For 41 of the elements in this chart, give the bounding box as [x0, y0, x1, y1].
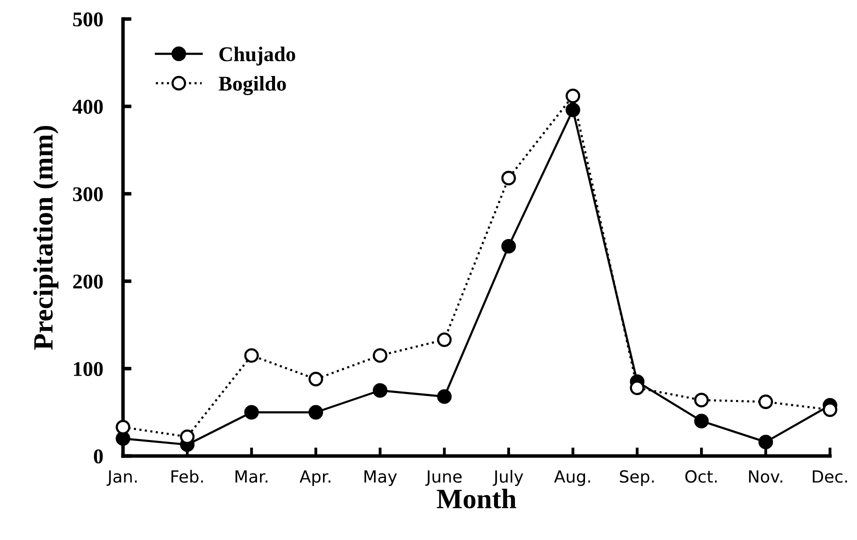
y-tick-label: 200: [73, 274, 103, 289]
x-tick-label: July: [492, 470, 524, 486]
x-tick-label: Dec.: [812, 470, 847, 483]
y-tick-label: 0: [94, 449, 103, 464]
point: [630, 380, 644, 396]
x-tick-label: Oct.: [685, 470, 717, 483]
x-tick-label: Nov.: [749, 470, 782, 483]
y-tick-label: 300: [73, 187, 103, 202]
y-tick-label: 400: [72, 100, 103, 114]
point: [566, 102, 580, 118]
point: [372, 348, 388, 363]
y-tick-label: 100: [74, 362, 103, 376]
point: [244, 405, 259, 420]
point: [116, 420, 130, 434]
x-tick-label: Aug.: [554, 470, 590, 486]
x-tick-label: Apr.: [300, 470, 330, 486]
point: [308, 372, 324, 386]
x-tick-label: Jan.: [106, 470, 137, 486]
y-axis-title: Precipitation (mm): [33, 126, 58, 350]
x-tick-label: Sep.: [620, 470, 654, 486]
point: [501, 170, 516, 186]
point: [437, 389, 452, 404]
point: [501, 238, 516, 254]
point: [758, 394, 774, 410]
x-tick-label: May: [364, 470, 397, 486]
point: [694, 392, 709, 408]
point: [372, 383, 388, 398]
legend-label: Chujado: [219, 46, 296, 66]
point: [244, 348, 259, 363]
y-tick-label: 500: [73, 12, 103, 26]
point: [116, 431, 130, 446]
x-tick-label: June: [425, 470, 462, 486]
legend-label: Bogildo: [218, 76, 286, 96]
point: [437, 332, 452, 348]
point: [308, 405, 324, 420]
x-tick-label: Feb.: [172, 470, 203, 483]
point: [758, 434, 774, 450]
x-axis-title: Month: [436, 488, 516, 508]
point: [566, 88, 580, 104]
x-tick-label: Mar.: [236, 470, 268, 483]
point: [694, 414, 709, 428]
